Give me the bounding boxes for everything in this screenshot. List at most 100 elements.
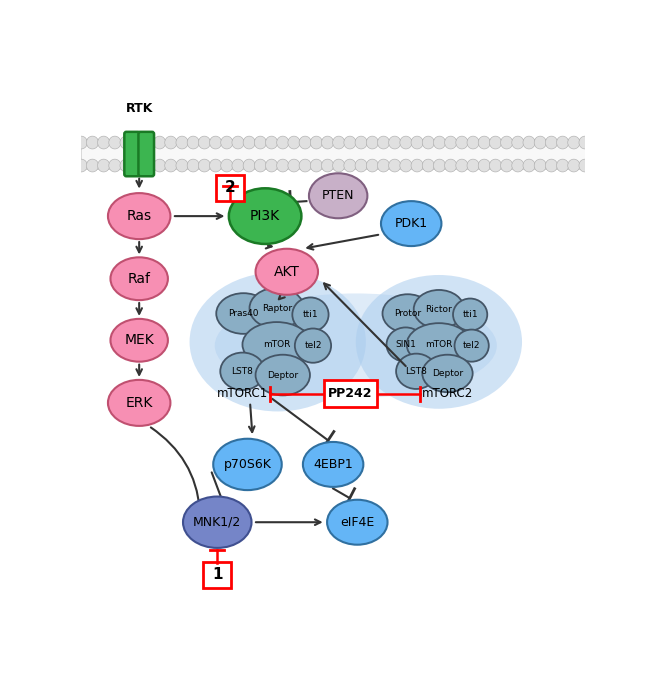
Text: Deptor: Deptor — [267, 370, 298, 379]
Ellipse shape — [303, 442, 363, 487]
Circle shape — [232, 136, 244, 149]
Circle shape — [545, 159, 558, 172]
Circle shape — [434, 159, 445, 172]
Circle shape — [176, 136, 188, 149]
Circle shape — [153, 136, 166, 149]
Text: tel2: tel2 — [304, 341, 322, 350]
Circle shape — [366, 136, 378, 149]
Circle shape — [209, 136, 222, 149]
Circle shape — [153, 159, 166, 172]
Text: Ras: Ras — [127, 209, 151, 223]
Ellipse shape — [213, 439, 281, 490]
Circle shape — [187, 136, 200, 149]
Text: Pras40: Pras40 — [228, 309, 259, 318]
Circle shape — [579, 159, 591, 172]
Ellipse shape — [214, 293, 497, 398]
Ellipse shape — [250, 288, 304, 329]
Ellipse shape — [242, 322, 311, 367]
Text: eIF4E: eIF4E — [340, 516, 374, 529]
Ellipse shape — [108, 380, 170, 426]
Circle shape — [299, 136, 311, 149]
Circle shape — [322, 159, 333, 172]
Circle shape — [500, 136, 513, 149]
Text: AKT: AKT — [274, 265, 300, 279]
Circle shape — [243, 159, 255, 172]
Circle shape — [579, 136, 591, 149]
Circle shape — [489, 159, 502, 172]
Circle shape — [164, 159, 177, 172]
Circle shape — [198, 136, 211, 149]
Ellipse shape — [407, 323, 471, 366]
Circle shape — [500, 159, 513, 172]
Circle shape — [378, 159, 389, 172]
Ellipse shape — [111, 257, 168, 300]
Circle shape — [422, 136, 434, 149]
Text: mTORC2: mTORC2 — [422, 387, 474, 400]
Circle shape — [142, 159, 155, 172]
Circle shape — [277, 136, 289, 149]
Circle shape — [75, 159, 87, 172]
Circle shape — [434, 136, 445, 149]
Ellipse shape — [295, 329, 331, 363]
Circle shape — [478, 136, 490, 149]
Circle shape — [209, 159, 222, 172]
Ellipse shape — [327, 500, 387, 545]
Text: mTOR: mTOR — [425, 340, 452, 349]
Text: SIN1: SIN1 — [395, 340, 416, 349]
Circle shape — [187, 159, 200, 172]
Circle shape — [567, 136, 580, 149]
FancyBboxPatch shape — [216, 175, 244, 201]
Text: mTORC1: mTORC1 — [217, 387, 268, 400]
Ellipse shape — [255, 354, 310, 395]
Ellipse shape — [183, 496, 252, 548]
Circle shape — [512, 159, 524, 172]
Circle shape — [422, 159, 434, 172]
Text: Raptor: Raptor — [262, 304, 292, 313]
Circle shape — [322, 136, 333, 149]
Circle shape — [120, 159, 132, 172]
Circle shape — [556, 136, 569, 149]
FancyBboxPatch shape — [124, 132, 140, 177]
Circle shape — [545, 136, 558, 149]
Circle shape — [344, 159, 356, 172]
Circle shape — [355, 159, 367, 172]
Circle shape — [131, 136, 143, 149]
Circle shape — [198, 159, 211, 172]
Circle shape — [109, 159, 121, 172]
Bar — [81, 139, 585, 169]
Circle shape — [176, 159, 188, 172]
Ellipse shape — [356, 275, 522, 409]
Circle shape — [86, 136, 99, 149]
Text: RTK: RTK — [125, 102, 153, 115]
Text: 4EBP1: 4EBP1 — [313, 458, 353, 471]
Circle shape — [512, 136, 524, 149]
Text: mTOR: mTOR — [263, 340, 291, 349]
Ellipse shape — [381, 201, 441, 246]
Circle shape — [288, 136, 300, 149]
Circle shape — [288, 159, 300, 172]
Circle shape — [523, 136, 535, 149]
Text: LST8: LST8 — [406, 367, 427, 376]
Circle shape — [467, 136, 479, 149]
Circle shape — [265, 159, 278, 172]
Circle shape — [378, 136, 389, 149]
Text: PP242: PP242 — [328, 387, 372, 400]
Ellipse shape — [229, 188, 302, 244]
Ellipse shape — [387, 327, 425, 361]
Ellipse shape — [292, 297, 329, 332]
Circle shape — [534, 159, 546, 172]
Circle shape — [142, 136, 155, 149]
Circle shape — [310, 159, 322, 172]
Circle shape — [243, 136, 255, 149]
Circle shape — [478, 159, 490, 172]
Circle shape — [254, 159, 266, 172]
Text: p70S6K: p70S6K — [224, 458, 272, 471]
Text: 2: 2 — [224, 180, 235, 195]
Ellipse shape — [216, 293, 270, 334]
Text: Protor: Protor — [394, 309, 421, 318]
Text: tel2: tel2 — [463, 341, 480, 350]
Text: LST8: LST8 — [231, 367, 254, 376]
Circle shape — [400, 159, 412, 172]
Circle shape — [355, 136, 367, 149]
Ellipse shape — [220, 352, 265, 390]
